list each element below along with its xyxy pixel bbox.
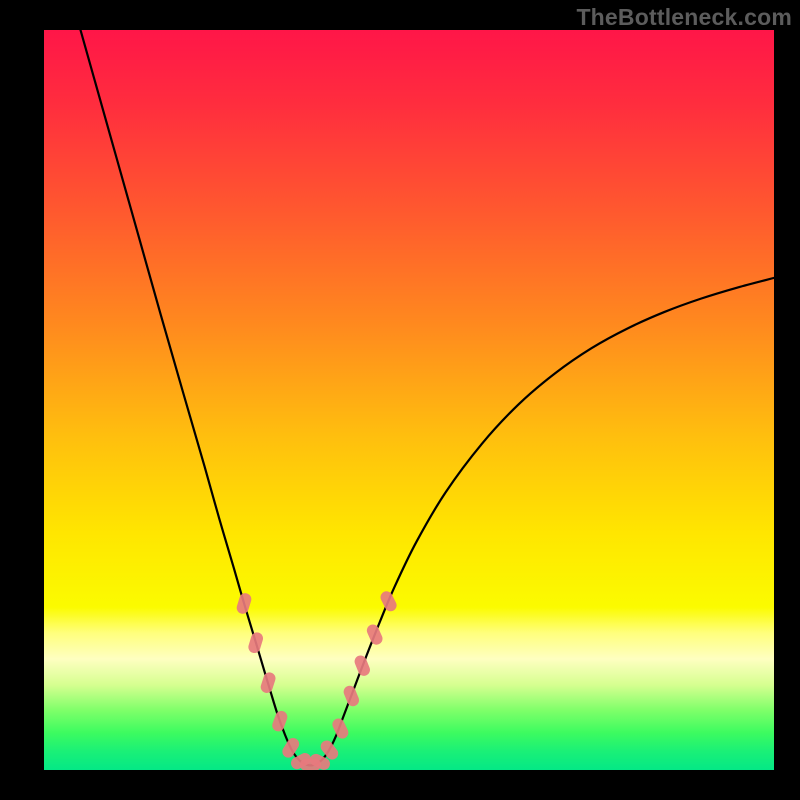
plot-background [44, 30, 774, 770]
watermark-text: TheBottleneck.com [576, 4, 792, 31]
stage: TheBottleneck.com [0, 0, 800, 800]
chart-svg [0, 0, 800, 800]
